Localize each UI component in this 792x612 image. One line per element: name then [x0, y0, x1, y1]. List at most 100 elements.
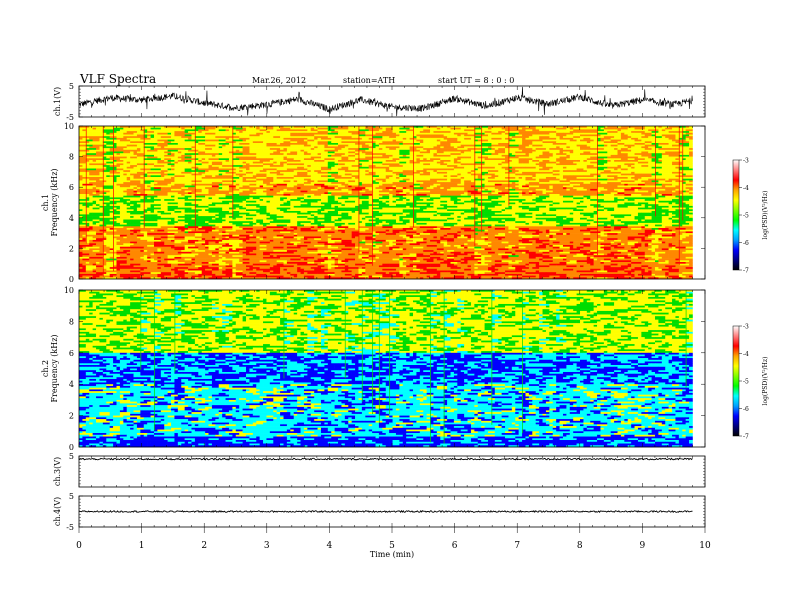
spectrogram-cell — [252, 146, 264, 149]
spectrogram-cell — [113, 197, 124, 200]
spectrogram-cell — [447, 178, 451, 181]
spectrogram-cell — [487, 195, 492, 198]
spectrogram-cell — [484, 202, 496, 205]
spectrogram-cell — [79, 126, 90, 128]
spectrogram-cell — [508, 166, 513, 169]
spectrogram-cell — [440, 166, 444, 169]
spectrogram-cell — [283, 194, 291, 196]
spectrogram-cell — [654, 199, 659, 202]
spectrogram-cell — [436, 192, 448, 195]
spectrogram-cell — [678, 194, 683, 196]
spectrogram-cell — [181, 151, 192, 154]
spectrogram-cell — [648, 200, 659, 203]
spectrogram-cell — [566, 127, 571, 130]
spectrogram-cell — [164, 154, 175, 157]
spectrogram-cell — [675, 158, 680, 161]
spectrogram-cell — [535, 132, 547, 135]
spectrogram-cell — [246, 163, 250, 166]
spectrogram-cell — [631, 165, 642, 168]
spectrogram-cell — [259, 199, 264, 202]
spectrogram-cell — [153, 134, 165, 137]
spectrogram-cell — [467, 149, 472, 152]
spectrogram-cell — [375, 180, 383, 183]
spectrogram-cell — [327, 127, 332, 130]
spectrogram-cell — [661, 192, 673, 195]
spectrogram-cell — [307, 165, 312, 168]
spectrogram-cell — [501, 137, 506, 140]
spectrogram-cell — [79, 177, 90, 179]
spectrogram-cell — [620, 144, 625, 147]
spectrogram-cell — [375, 139, 383, 142]
spectrogram-cell — [228, 183, 233, 186]
spectrogram-cell — [334, 136, 346, 139]
spectrogram-cell — [665, 151, 673, 154]
spectrogram-cell — [181, 178, 185, 181]
spectrogram-cell — [348, 170, 359, 173]
spectrogram-cell — [368, 182, 373, 185]
spectrogram-cell — [389, 143, 400, 145]
spectrogram-cell — [518, 144, 530, 147]
spectrogram-cell — [85, 134, 90, 137]
spectrogram-cell — [409, 160, 414, 162]
spectrogram-cell — [324, 165, 329, 168]
spectrogram-cell — [573, 185, 581, 188]
spectrogram-cell — [641, 170, 652, 173]
spectrogram-cell — [164, 153, 168, 156]
spectrogram-cell — [171, 165, 175, 168]
spectrogram-cell — [126, 134, 138, 137]
spectrogram-cell — [648, 178, 659, 181]
spectrogram-cell — [443, 153, 448, 156]
spectrogram-cell — [556, 139, 560, 142]
spectrogram-cell — [637, 173, 642, 176]
spectrogram-cell — [416, 156, 427, 159]
spectrogram-cell — [102, 126, 110, 128]
spectrogram-cell — [263, 134, 274, 137]
spectrogram-cell — [549, 131, 557, 134]
spectrogram-cell — [627, 139, 635, 142]
spectrogram-cell — [246, 199, 250, 202]
spectrogram-cell — [79, 166, 87, 169]
spectrogram-cell — [644, 131, 652, 134]
spectrogram-cell — [518, 136, 523, 139]
spectrogram-cell — [593, 139, 598, 142]
spectrogram-cell — [382, 173, 387, 176]
spectrogram-cell — [266, 205, 274, 208]
spectrogram-cell — [678, 185, 690, 188]
spectrogram-cell — [317, 131, 329, 134]
spectrogram-cell — [583, 168, 588, 171]
spectrogram-cell — [372, 194, 380, 196]
spectrogram-cell — [266, 166, 274, 169]
voltage-series-line — [78, 86, 693, 117]
spectrogram-cell — [484, 161, 496, 164]
spectrogram-cell — [266, 194, 277, 196]
spectrogram-cell — [249, 163, 254, 166]
spectrogram-cell — [194, 132, 206, 135]
spectrogram-cell — [600, 146, 611, 149]
spectrogram-cell — [416, 180, 427, 183]
spectrogram-cell — [113, 160, 117, 162]
spectrogram-cell — [126, 194, 134, 196]
spectrogram-cell — [586, 205, 594, 208]
spectrogram-cell — [654, 137, 666, 140]
spectrogram-cell — [661, 183, 673, 186]
date-label: Mar.26, 2012 — [252, 76, 306, 85]
spectrogram-cell — [181, 192, 189, 195]
spectrogram-cell — [637, 136, 642, 139]
spectrogram-cell — [276, 168, 281, 171]
spectrogram-cell — [341, 182, 346, 185]
spectrogram-cell — [644, 127, 656, 130]
spectrogram-cell — [372, 192, 380, 195]
spectrogram-cell — [290, 190, 295, 193]
spectrogram-cell — [150, 200, 155, 203]
spectrogram-cell — [160, 175, 165, 178]
spectrogram-cell — [576, 144, 588, 147]
spectrogram-cell — [184, 190, 192, 193]
spectrogram-cell — [580, 200, 584, 203]
spectrogram-cell — [116, 170, 124, 173]
spectrogram-cell — [590, 137, 594, 140]
spectrogram-cell — [341, 154, 349, 157]
spectrogram-cell — [556, 214, 564, 217]
spectrogram-cell — [174, 127, 182, 130]
spectrogram-cell — [372, 146, 376, 149]
spectrogram-cell — [338, 200, 346, 203]
